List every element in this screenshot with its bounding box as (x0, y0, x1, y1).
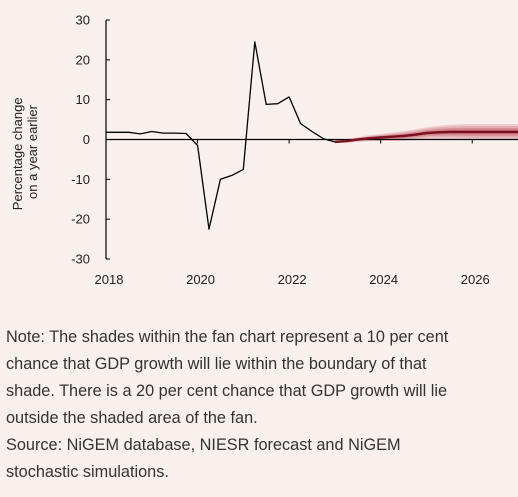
y-tick-label: -20 (71, 212, 90, 227)
x-tick-label: 2018 (95, 272, 124, 287)
x-tick-label: 2020 (186, 272, 215, 287)
y-axis-title-line-1: Percentage change (10, 97, 25, 210)
x-tick-label: 2026 (461, 272, 490, 287)
x-tick-label: 2022 (278, 272, 307, 287)
gdp-growth-fan-chart: 2018 2020 2022 2024 2026 30 20 10 0 -10 -20 -30 Pe… (10, 13, 518, 287)
source-line-2: stochastic simulations. (6, 463, 169, 481)
x-tick-label: 2024 (369, 272, 398, 287)
outturn-line (106, 41, 336, 230)
y-tick-label: 10 (76, 92, 90, 107)
y-axis-title: Percentage change on a year earlier (10, 94, 40, 210)
note-line-4: outside the shaded area of the fan. (6, 409, 258, 427)
note-line-2: chance that GDP growth will lie within t… (6, 355, 427, 373)
y-tick-label: 20 (76, 52, 90, 67)
chart-note: Note: The shades within the fan chart re… (6, 324, 514, 486)
note-line-1: Note: The shades within the fan chart re… (6, 328, 449, 346)
y-tick-label: -30 (71, 252, 90, 267)
x-axis: 2018 2020 2022 2024 2026 (95, 138, 518, 287)
y-tick-label: 0 (83, 132, 90, 147)
y-tick-label: 30 (76, 13, 90, 28)
y-axis: 30 20 10 0 -10 -20 -30 (71, 13, 110, 267)
source-line-1: Source: NiGEM database, NIESR forecast a… (6, 436, 401, 454)
y-axis-title-line-2: on a year earlier (25, 104, 40, 199)
central-forecast-line (334, 130, 518, 144)
y-tick-label: -10 (71, 172, 90, 187)
series-lines (106, 41, 518, 230)
note-line-3: shade. There is a 20 per cent chance tha… (6, 382, 448, 400)
